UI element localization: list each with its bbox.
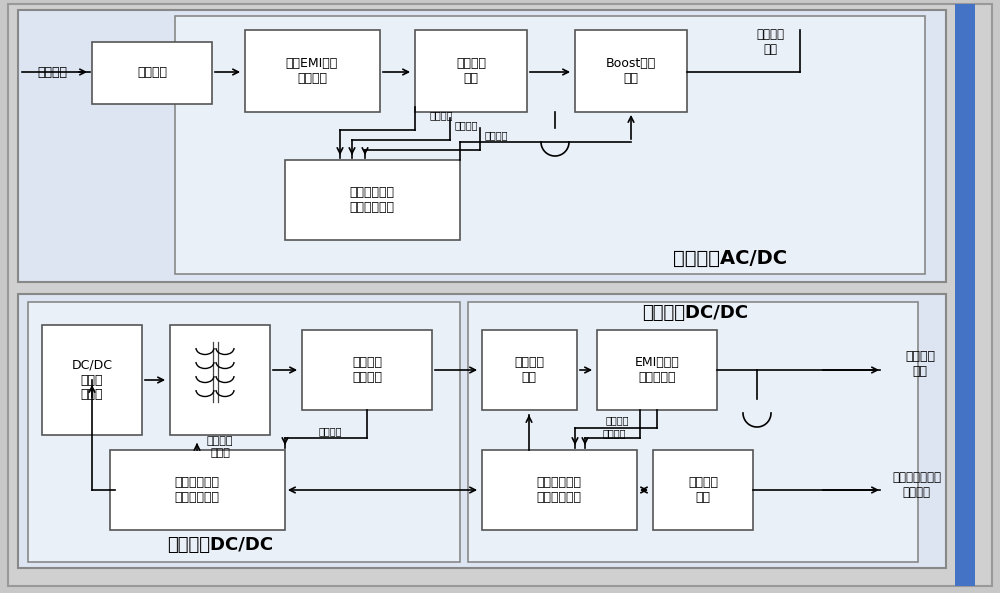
Text: 电压测量: 电压测量 (455, 120, 479, 130)
Text: 熔断单元: 熔断单元 (137, 66, 167, 79)
Text: 高频隔离
变压器: 高频隔离 变压器 (207, 436, 233, 458)
Text: 电压测量: 电压测量 (318, 426, 342, 436)
Text: 高压直流
电压: 高压直流 电压 (756, 28, 784, 56)
Bar (597, 330, 717, 410)
Bar (170, 325, 270, 435)
Bar (18, 294, 946, 568)
Bar (92, 42, 212, 104)
Bar (28, 302, 460, 562)
Bar (482, 450, 637, 530)
Bar (302, 330, 432, 410)
Text: 交流电源: 交流电源 (37, 65, 67, 78)
Text: 全桥整流
单元: 全桥整流 单元 (456, 57, 486, 85)
Text: 通信接口
单元: 通信接口 单元 (688, 476, 718, 504)
Text: 输出斩波
单元: 输出斩波 单元 (514, 356, 544, 384)
Text: Boost变换
单元: Boost变换 单元 (606, 57, 656, 85)
Bar (653, 450, 753, 530)
Text: 电流测量: 电流测量 (485, 130, 509, 140)
Text: 隔离高压DC/DC: 隔离高压DC/DC (167, 536, 273, 554)
Text: 两级EMI共模
滤波单元: 两级EMI共模 滤波单元 (286, 57, 338, 85)
Text: 程控输出DC/DC: 程控输出DC/DC (642, 304, 748, 322)
Text: 可控整流AC/DC: 可控整流AC/DC (673, 248, 787, 267)
Text: DC/DC
全桥变
换单元: DC/DC 全桥变 换单元 (72, 359, 112, 401)
Text: 电压测量: 电压测量 (430, 110, 454, 120)
Bar (110, 450, 285, 530)
Text: 第二数字信号
处理控制单元: 第二数字信号 处理控制单元 (175, 476, 220, 504)
Text: 程控指令和数据
通信接口: 程控指令和数据 通信接口 (892, 471, 941, 499)
Text: 第一数字信号
处理控制单元: 第一数字信号 处理控制单元 (350, 186, 394, 214)
Bar (415, 30, 527, 112)
Text: 第三数字信号
处理控制单元: 第三数字信号 处理控制单元 (536, 476, 582, 504)
Bar (482, 330, 577, 410)
Text: EMI直流输
出滤波单元: EMI直流输 出滤波单元 (635, 356, 679, 384)
Bar (18, 10, 946, 282)
Text: 全桥整流
滤波单元: 全桥整流 滤波单元 (352, 356, 382, 384)
Bar (285, 160, 460, 240)
Bar (175, 16, 925, 274)
Text: 程控直流
输出: 程控直流 输出 (905, 350, 935, 378)
Bar (468, 302, 918, 562)
Text: 电压测量: 电压测量 (605, 415, 629, 425)
Text: 电流测量: 电流测量 (602, 428, 626, 438)
Bar (245, 30, 380, 112)
Bar (42, 325, 142, 435)
Bar (955, 4, 975, 586)
Bar (575, 30, 687, 112)
